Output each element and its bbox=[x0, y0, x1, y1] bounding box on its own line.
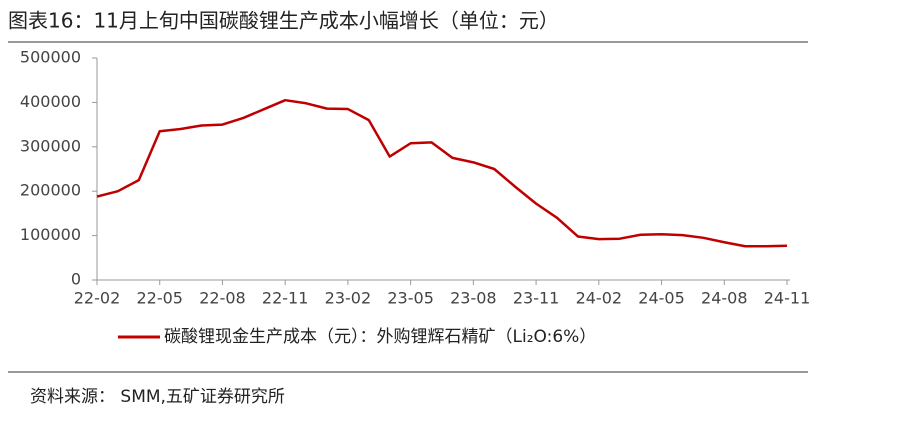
chart-title: 图表16：11月上旬中国碳酸锂生产成本小幅增长（单位：元） bbox=[8, 9, 559, 33]
x-tick-label: 24-08 bbox=[701, 289, 748, 308]
x-tick-label: 23-08 bbox=[450, 289, 497, 308]
source: 资料来源： SMM,五矿证券研究所 bbox=[30, 387, 285, 407]
y-tick-label: 100000 bbox=[20, 225, 81, 244]
x-tick-label: 22-08 bbox=[199, 289, 246, 308]
x-tick-label: 22-02 bbox=[74, 289, 121, 308]
x-tick-label: 24-05 bbox=[638, 289, 685, 308]
x-tick-label: 23-02 bbox=[325, 289, 372, 308]
y-tick-label: 400000 bbox=[20, 92, 81, 111]
y-tick-label: 300000 bbox=[20, 136, 81, 155]
y-tick-label: 200000 bbox=[20, 181, 81, 200]
series-line bbox=[96, 98, 788, 248]
x-tick-label: 22-05 bbox=[136, 289, 183, 308]
x-tick-label: 23-05 bbox=[387, 289, 434, 308]
x-tick-label: 24-11 bbox=[764, 289, 811, 308]
x-tick-label: 24-02 bbox=[576, 289, 623, 308]
y-tick-label: 0 bbox=[71, 270, 81, 289]
y-tick-label: 500000 bbox=[20, 48, 81, 67]
legend-label: 碳酸锂现金生产成本（元）：外购锂辉石精矿（Li₂O:6%） bbox=[164, 327, 596, 347]
x-tick-label: 22-11 bbox=[262, 289, 309, 308]
x-tick-label: 23-11 bbox=[513, 289, 560, 308]
